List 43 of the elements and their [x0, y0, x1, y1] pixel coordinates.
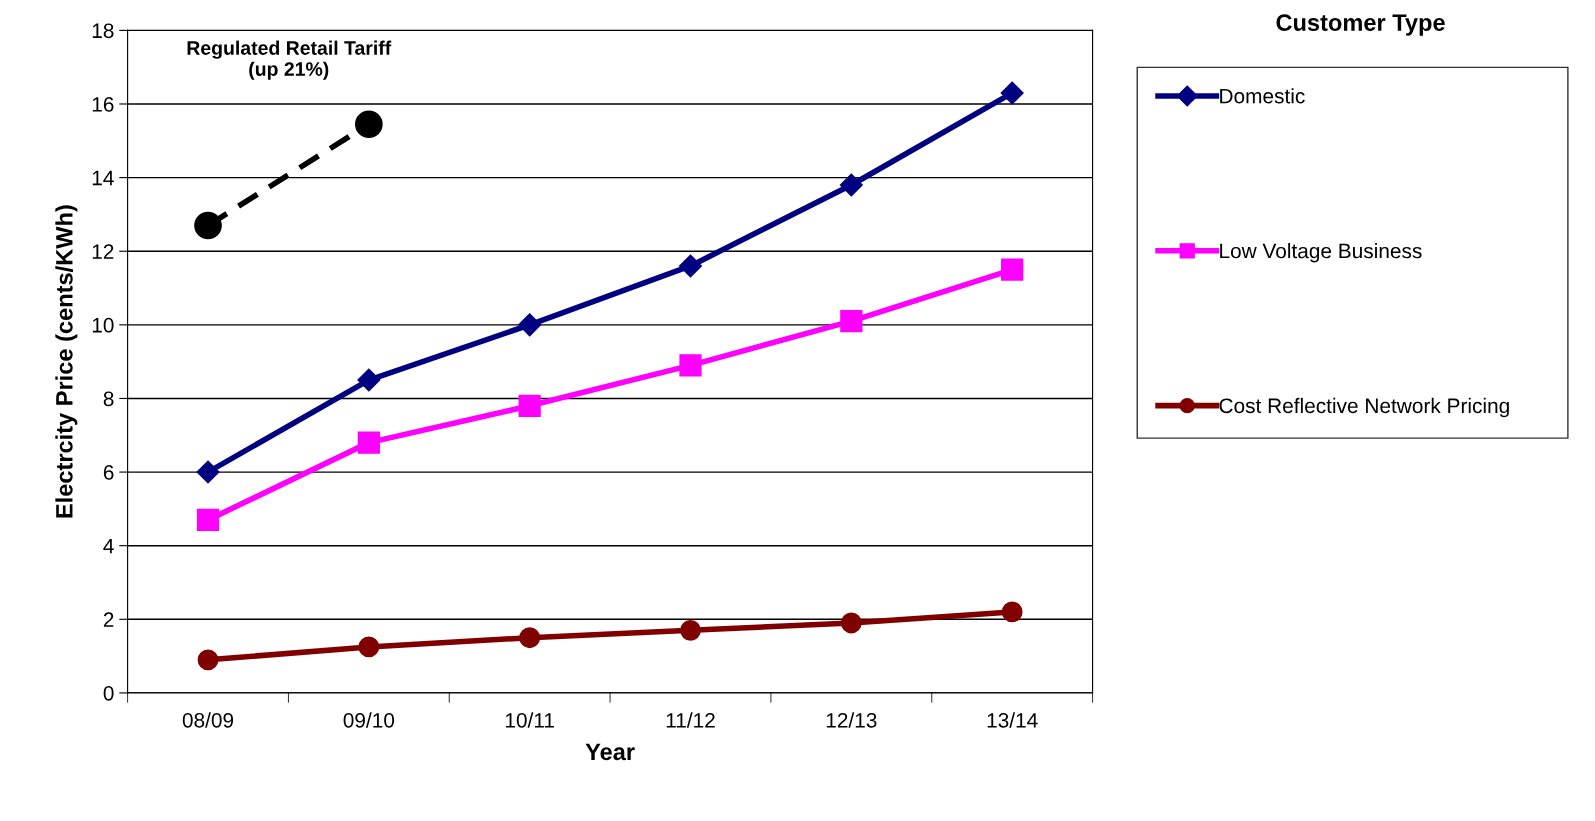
x-tick-label: 12/13 — [826, 712, 877, 728]
legend-label: Cost Reflective Network Pricing — [1219, 397, 1509, 418]
y-tick-label: 12 — [92, 244, 114, 259]
y-tick-label: 16 — [92, 96, 114, 112]
y-tick-label: 10 — [92, 317, 114, 333]
legend-label: Domestic — [1220, 88, 1305, 104]
x-tick-label: 11/12 — [666, 712, 715, 728]
point — [680, 619, 701, 641]
y-tick-label: 18 — [92, 23, 114, 39]
point — [196, 460, 220, 484]
annotation: Regulated Retail Tariff (up 21%) — [187, 40, 392, 80]
point — [196, 508, 220, 532]
x-tick-label: 10/11 — [505, 712, 554, 728]
y-tick-label: 14 — [92, 170, 114, 186]
y-tick-label: 4 — [103, 538, 114, 554]
point — [1001, 601, 1023, 623]
point — [519, 627, 541, 649]
point — [358, 636, 380, 658]
point — [194, 211, 222, 240]
point — [518, 313, 542, 337]
point — [357, 368, 381, 392]
x-tick-label: 13/14 — [987, 712, 1038, 728]
x-tick-label: 09/10 — [343, 712, 395, 728]
point — [840, 310, 863, 333]
x-axis-title: Year — [585, 743, 635, 761]
point — [839, 173, 863, 197]
point — [357, 431, 380, 454]
y-tick-label: 0 — [103, 685, 114, 701]
point — [679, 354, 702, 377]
point — [679, 254, 702, 278]
x-tick-label: 08/09 — [182, 712, 234, 728]
point — [1001, 258, 1024, 281]
y-axis-title: Electrcity Price (cents/KWh) — [55, 205, 78, 518]
legend-title: Customer Type — [1276, 14, 1445, 36]
y-tick-label: 8 — [103, 391, 114, 407]
point — [840, 612, 862, 634]
y-tick-label: 2 — [103, 612, 114, 627]
y-tick-label: 6 — [103, 465, 114, 480]
point — [518, 394, 541, 417]
point — [355, 110, 383, 139]
legend-label: Low Voltage Business — [1220, 242, 1422, 263]
point — [197, 649, 219, 671]
point — [1000, 81, 1024, 105]
